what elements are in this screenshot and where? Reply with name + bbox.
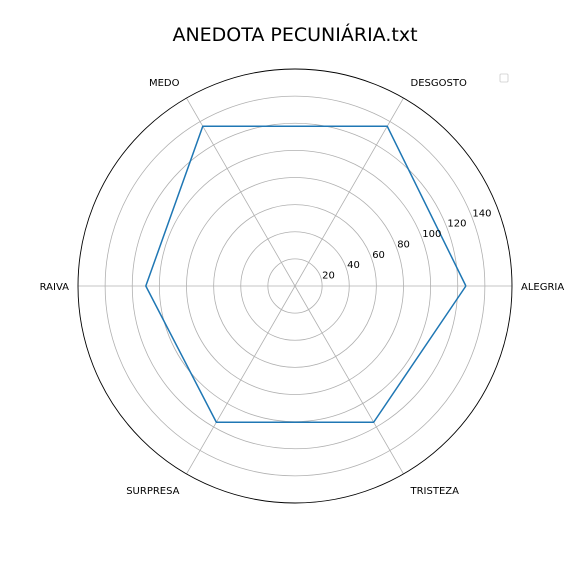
- grid-spoke: [294, 285, 404, 475]
- grid-spoke: [294, 97, 404, 287]
- category-label-tristeza: TRISTEZA: [410, 486, 460, 497]
- r-tick-label-100: 100: [422, 229, 441, 240]
- category-label-raiva: RAIVA: [40, 282, 70, 293]
- chart-title: ANEDOTA PECUNIÁRIA.txt: [172, 23, 417, 46]
- r-tick-label-80: 80: [397, 240, 410, 251]
- r-tick-label-20: 20: [322, 271, 335, 282]
- grid: [77, 68, 513, 504]
- series-line-0: [145, 125, 467, 423]
- polar-frame: [77, 68, 513, 504]
- radial-tick-labels: 20 40 60 80 100 120 140: [322, 208, 491, 281]
- category-labels: ALEGRIA DESGOSTO MEDO RAIVA SURPRESA TRISTEZA: [40, 78, 565, 497]
- series-layer: [145, 125, 467, 423]
- category-label-alegria: ALEGRIA: [521, 282, 564, 293]
- r-tick-label-60: 60: [372, 250, 385, 261]
- grid-spoke: [186, 285, 296, 475]
- r-tick-label-40: 40: [347, 260, 360, 271]
- category-label-desgosto: DESGOSTO: [411, 78, 467, 89]
- grid-spoke: [186, 97, 296, 287]
- r-tick-label-140: 140: [472, 208, 491, 219]
- category-label-medo: MEDO: [149, 78, 180, 89]
- r-tick-label-120: 120: [447, 219, 466, 230]
- legend-box: [499, 73, 509, 83]
- category-label-surpresa: SURPRESA: [126, 486, 179, 497]
